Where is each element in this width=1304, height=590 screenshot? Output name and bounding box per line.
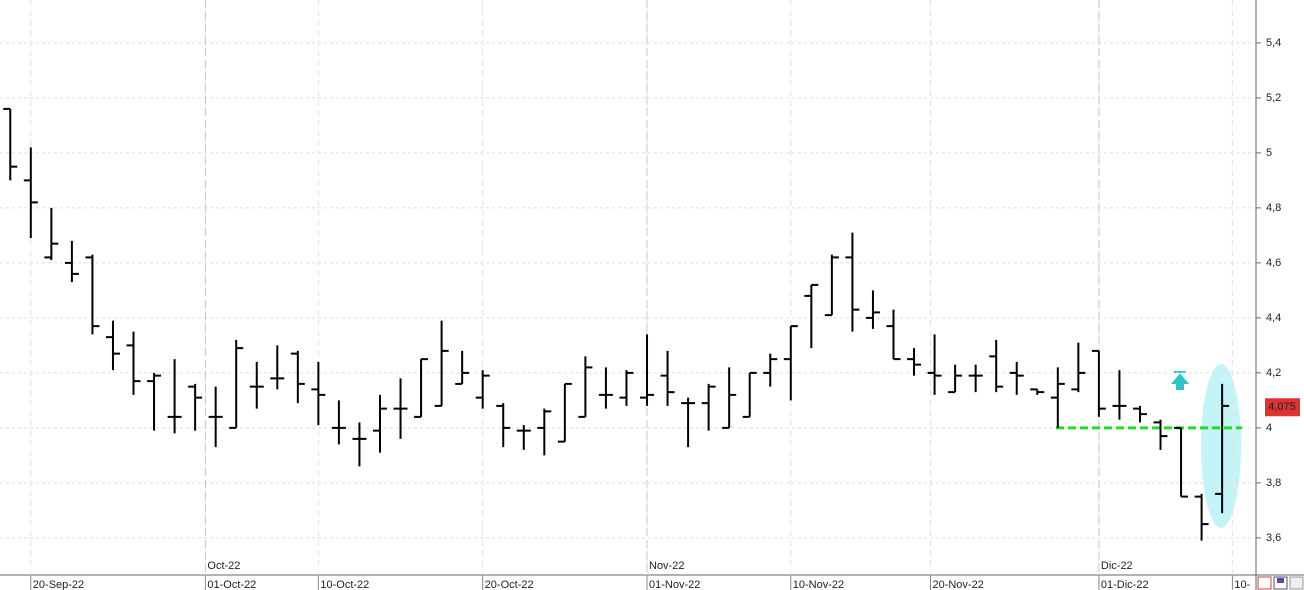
x-tick-label: 01-Nov-22: [649, 579, 700, 590]
x-tick-label: 01-Oct-22: [207, 579, 256, 590]
x-tick-label: 20-Oct-22: [485, 579, 534, 590]
x-tick-label: 20-Nov-22: [932, 579, 983, 590]
x-tick-label: 10-: [1234, 579, 1250, 590]
arrow-up-icon: [1170, 371, 1190, 390]
month-label: Nov-22: [649, 560, 684, 572]
y-tick-label: 4,8: [1266, 202, 1281, 214]
last-price-label: 4,075: [1268, 401, 1296, 413]
y-tick-label: 5,2: [1266, 92, 1281, 104]
y-tick-label: 5,4: [1266, 37, 1281, 49]
y-tick-label: 3,6: [1266, 532, 1281, 544]
x-tick-label: 01-Dic-22: [1101, 579, 1149, 590]
y-tick-label: 4,4: [1266, 312, 1281, 324]
y-tick-label: 4,6: [1266, 257, 1281, 269]
highlight-ellipse: [1201, 364, 1241, 528]
month-label: Oct-22: [207, 560, 240, 572]
expand-button[interactable]: [1289, 576, 1304, 590]
x-tick-label: 10-Nov-22: [793, 579, 844, 590]
y-tick-label: 4: [1266, 422, 1272, 434]
last-price-box: [1265, 398, 1300, 417]
scroll-button[interactable]: [1257, 576, 1272, 590]
month-label: Dic-22: [1101, 560, 1133, 572]
y-tick-label: 4,2: [1266, 367, 1281, 379]
save-icon: [1277, 578, 1284, 583]
x-tick-label: 20-Sep-22: [33, 579, 84, 590]
y-tick-label: 5: [1266, 147, 1272, 159]
y-tick-label: 3,8: [1266, 477, 1281, 489]
x-tick-label: 10-Oct-22: [320, 579, 369, 590]
